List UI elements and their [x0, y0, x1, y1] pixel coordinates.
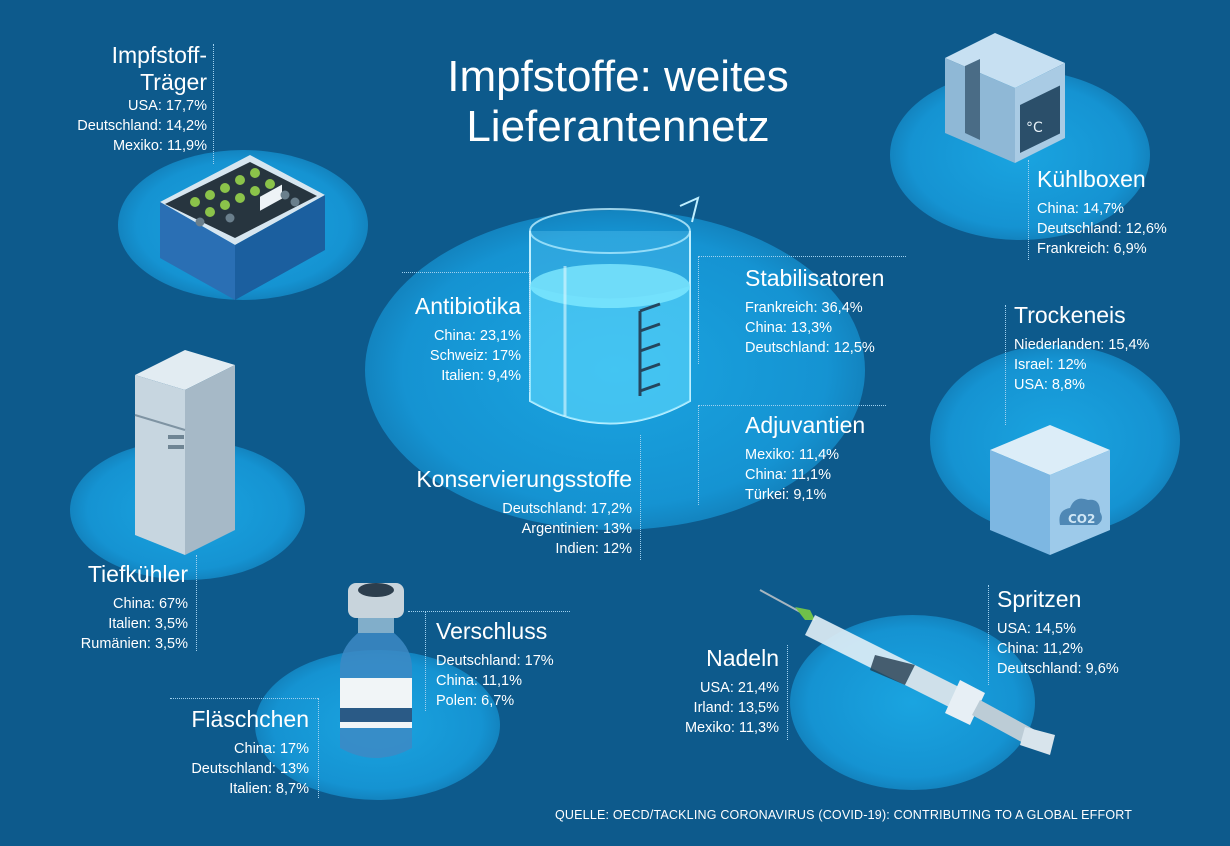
antibiotika-item-3: Italien: 9,4%: [441, 368, 521, 384]
block-trockeneis: Trockeneis Niederlanden: 15,4% Israel: 1…: [1014, 302, 1149, 395]
antibiotika-item-1: China: 23,1%: [433, 328, 521, 344]
freezer-icon: [134, 350, 235, 555]
label-spritzen: Spritzen: [997, 586, 1082, 612]
block-stabilisatoren: Stabilisatoren Frankreich: 36,4% China: …: [745, 265, 884, 358]
divider-flaeschchen-h: [170, 698, 318, 699]
flaeschchen-item-1: China: 17%: [234, 741, 309, 757]
divider-verschluss-h: [408, 611, 570, 612]
label-nadeln: Nadeln: [706, 645, 779, 671]
label-antibiotika: Antibiotika: [414, 293, 521, 319]
block-traeger: Impfstoff- Träger USA: 17,7% Deutschland…: [30, 42, 207, 156]
nadeln-item-2: Irland: 13,5%: [693, 700, 779, 716]
vaccine-carrier-icon: [160, 155, 325, 300]
source-note: QUELLE: OECD/TACKLING CORONAVIRUS (COVID…: [555, 808, 1133, 822]
nadeln-item-3: Mexiko: 11,3%: [684, 720, 779, 736]
divider-verschluss-v: [425, 611, 426, 711]
kuehlboxen-item-2: Deutschland: 12,6%: [1037, 221, 1167, 237]
adjuvantien-item-1: Mexiko: 11,4%: [745, 447, 840, 463]
label-traeger-2: Träger: [140, 69, 207, 95]
divider-kuehlboxen: [1028, 160, 1029, 260]
block-nadeln: Nadeln USA: 21,4% Irland: 13,5% Mexiko: …: [640, 645, 779, 738]
block-spritzen: Spritzen USA: 14,5% China: 11,2% Deutsch…: [997, 586, 1119, 679]
verschluss-item-2: China: 11,1%: [436, 673, 522, 689]
stabilisatoren-item-2: China: 13,3%: [745, 320, 833, 336]
tiefkuehler-item-1: China: 67%: [113, 596, 188, 612]
dry-ice-icon: CO2: [990, 425, 1110, 555]
divider-antibiotika-v: [529, 272, 530, 392]
flaeschchen-item-2: Deutschland: 13%: [191, 761, 309, 777]
glow-center: [365, 210, 865, 530]
traeger-item-2: Deutschland: 14,2%: [77, 118, 207, 134]
spritzen-item-1: USA: 14,5%: [997, 621, 1076, 637]
verschluss-item-3: Polen: 6,7%: [436, 693, 515, 709]
title-line1: Impfstoffe: weites: [447, 52, 789, 101]
divider-flaeschchen-v: [318, 698, 319, 798]
trockeneis-item-1: Niederlanden: 15,4%: [1014, 337, 1150, 353]
label-traeger-1: Impfstoff-: [111, 42, 207, 68]
block-konservierung: Konservierungsstoffe Deutschland: 17,2% …: [370, 466, 632, 559]
divider-nadeln: [787, 645, 788, 740]
tiefkuehler-item-3: Rumänien: 3,5%: [80, 636, 188, 652]
label-stabilisatoren: Stabilisatoren: [745, 265, 885, 291]
label-trockeneis: Trockeneis: [1014, 302, 1126, 328]
stabilisatoren-item-3: Deutschland: 12,5%: [745, 340, 875, 356]
konservierung-item-1: Deutschland: 17,2%: [502, 501, 632, 517]
konservierung-item-3: Indien: 12%: [555, 541, 632, 557]
trockeneis-item-2: Israel: 12%: [1014, 357, 1087, 373]
flaeschchen-item-3: Italien: 8,7%: [229, 781, 309, 797]
syringe-icon: [759, 589, 1055, 755]
divider-stabilisatoren-v: [698, 256, 699, 364]
svg-text:°C: °C: [1026, 120, 1043, 136]
divider-tiefkuehler: [196, 555, 197, 651]
trockeneis-item-3: USA: 8,8%: [1014, 377, 1085, 393]
traeger-item-3: Mexiko: 11,9%: [112, 138, 207, 154]
label-konservierung: Konservierungsstoffe: [416, 466, 632, 492]
antibiotika-item-2: Schweiz: 17%: [429, 348, 521, 364]
beaker-icon: [529, 196, 700, 425]
divider-konservierung: [640, 435, 641, 560]
label-flaeschchen: Fläschchen: [191, 706, 309, 732]
traeger-item-1: USA: 17,7%: [128, 98, 207, 114]
stabilisatoren-item-1: Frankreich: 36,4%: [745, 300, 863, 316]
konservierung-item-2: Argentinien: 13%: [521, 521, 632, 537]
page-title: Impfstoffe: weites Lieferantennetz: [408, 52, 828, 152]
label-kuehlboxen: Kühlboxen: [1037, 166, 1146, 192]
spritzen-item-2: China: 11,2%: [997, 641, 1083, 657]
cooling-box-icon: °C: [945, 33, 1065, 163]
divider-trockeneis: [1005, 305, 1006, 425]
divider-spritzen: [988, 585, 989, 685]
kuehlboxen-item-3: Frankreich: 6,9%: [1037, 241, 1147, 257]
block-adjuvantien: Adjuvantien Mexiko: 11,4% China: 11,1% T…: [745, 412, 865, 505]
adjuvantien-item-3: Türkei: 9,1%: [745, 487, 827, 503]
block-kuehlboxen: Kühlboxen China: 14,7% Deutschland: 12,6…: [1037, 166, 1167, 259]
block-verschluss: Verschluss Deutschland: 17% China: 11,1%…: [436, 618, 554, 711]
nadeln-item-1: USA: 21,4%: [700, 680, 779, 696]
verschluss-item-1: Deutschland: 17%: [436, 653, 554, 669]
spritzen-item-3: Deutschland: 9,6%: [997, 661, 1119, 677]
title-line2: Lieferantennetz: [466, 102, 770, 151]
adjuvantien-item-2: China: 11,1%: [745, 467, 831, 483]
divider-traeger: [213, 44, 214, 164]
divider-stabilisatoren-h: [698, 256, 906, 257]
vial-icon: [340, 583, 412, 758]
divider-adjuvantien-h: [698, 405, 886, 406]
block-antibiotika: Antibiotika China: 23,1% Schweiz: 17% It…: [370, 293, 521, 386]
block-tiefkuehler: Tiefkühler China: 67% Italien: 3,5% Rumä…: [40, 561, 188, 654]
divider-adjuvantien-v: [698, 405, 699, 505]
svg-text:CO2: CO2: [1068, 512, 1095, 526]
label-adjuvantien: Adjuvantien: [745, 412, 866, 438]
divider-antibiotika-h: [402, 272, 529, 273]
kuehlboxen-item-1: China: 14,7%: [1037, 201, 1125, 217]
tiefkuehler-item-2: Italien: 3,5%: [108, 616, 188, 632]
label-tiefkuehler: Tiefkühler: [87, 561, 188, 587]
label-verschluss: Verschluss: [436, 618, 548, 644]
block-flaeschchen: Fläschchen China: 17% Deutschland: 13% I…: [140, 706, 309, 799]
